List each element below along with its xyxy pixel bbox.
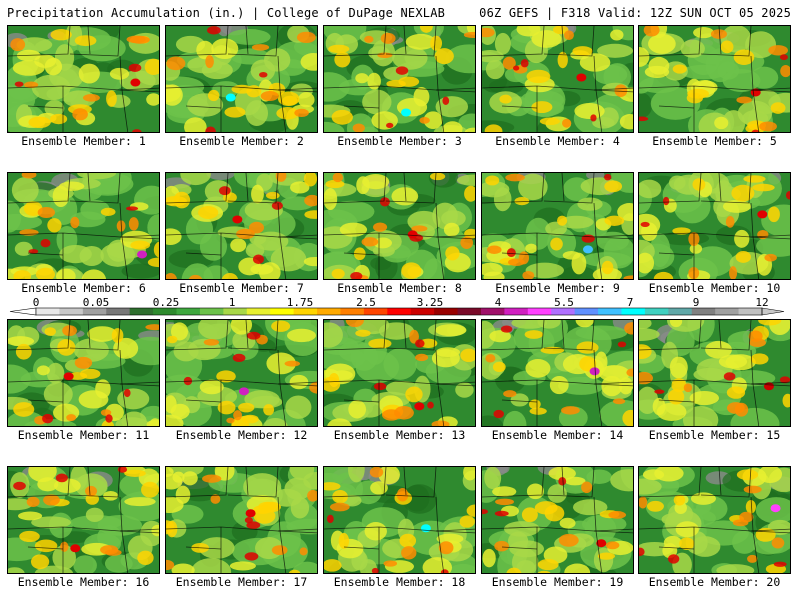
colorbar-swatch (59, 308, 84, 315)
colorbar-tick-label: 0.05 (83, 296, 110, 309)
ensemble-member-map (638, 466, 791, 574)
ensemble-member-label: Ensemble Member: 9 (495, 281, 620, 295)
colorbar-swatch (644, 308, 669, 315)
colorbar-tick-label: 1.75 (287, 296, 314, 309)
colorbar-swatch (668, 308, 693, 315)
colorbar-tick-label: 3.25 (417, 296, 444, 309)
ensemble-member-map (481, 172, 634, 280)
ensemble-member-label: Ensemble Member: 11 (17, 428, 150, 442)
colorbar-tick-label: 7 (627, 296, 634, 309)
colorbar-swatch (527, 308, 552, 315)
ensemble-member-label: Ensemble Member: 1 (21, 134, 146, 148)
ensemble-member-map (323, 25, 476, 133)
ensemble-member-map (165, 172, 318, 280)
colorbar-swatch (574, 308, 599, 315)
ensemble-member-map (7, 319, 160, 427)
ensemble-member-map (481, 466, 634, 574)
colorbar-max-arrow (761, 307, 785, 316)
ensemble-member-map (323, 466, 476, 574)
ensemble-member-map (165, 319, 318, 427)
ensemble-member-map (323, 172, 476, 280)
ensemble-member-label: Ensemble Member: 14 (491, 428, 624, 442)
colorbar-swatch (410, 308, 435, 315)
ensemble-member-map (638, 319, 791, 427)
ensemble-member-label: Ensemble Member: 20 (648, 575, 781, 589)
colorbar-swatch (82, 308, 107, 315)
ensemble-member-map (7, 172, 160, 280)
colorbar-swatch (387, 308, 412, 315)
colorbar-swatch (551, 308, 576, 315)
colorbar-swatch (176, 308, 201, 315)
colorbar-swatch (106, 308, 131, 315)
colorbar-swatch (223, 308, 248, 315)
ensemble-member-label: Ensemble Member: 17 (175, 575, 308, 589)
ensemble-member-map (165, 25, 318, 133)
ensemble-member-map (481, 319, 634, 427)
colorbar-swatch (738, 308, 763, 315)
ensemble-member-map (323, 319, 476, 427)
colorbar-swatch (691, 308, 716, 315)
ensemble-member-map (638, 25, 791, 133)
ensemble-member-map (7, 25, 160, 133)
colorbar-swatch (129, 308, 154, 315)
colorbar-swatch (340, 308, 365, 315)
ensemble-member-label: Ensemble Member: 13 (333, 428, 466, 442)
ensemble-member-label: Ensemble Member: 12 (175, 428, 308, 442)
ensemble-member-map (638, 172, 791, 280)
colorbar-tick-label: 12 (755, 296, 768, 309)
colorbar-swatch (36, 308, 60, 315)
ensemble-member-label: Ensemble Member: 15 (648, 428, 781, 442)
ensemble-member-label: Ensemble Member: 16 (17, 575, 150, 589)
colorbar-tick-label: 0.25 (153, 296, 180, 309)
colorbar-swatch (153, 308, 178, 315)
colorbar-min-arrow (9, 307, 37, 316)
colorbar-tick-label: 5.5 (554, 296, 574, 309)
colorbar-outline (35, 307, 763, 316)
ensemble-member-map (481, 25, 634, 133)
ensemble-member-label: Ensemble Member: 18 (333, 575, 466, 589)
colorbar-swatch (270, 308, 295, 315)
colorbar-swatch (317, 308, 341, 315)
colorbar-swatch (293, 308, 318, 315)
colorbar-tick-label: 4 (495, 296, 502, 309)
colorbar-swatch (246, 308, 271, 315)
colorbar-swatch (434, 308, 459, 315)
ensemble-member-map (165, 466, 318, 574)
colorbar-tick-label: 9 (693, 296, 700, 309)
ensemble-member-label: Ensemble Member: 7 (179, 281, 304, 295)
ensemble-member-label: Ensemble Member: 19 (491, 575, 624, 589)
colorbar-tick-label: 0 (33, 296, 40, 309)
colorbar: 0 0.05 0.25 1 1.75 2.5 3.25 4 5.5 7 9 12 (9, 296, 785, 316)
ensemble-member-label: Ensemble Member: 5 (652, 134, 777, 148)
colorbar-tick-label: 1 (229, 296, 236, 309)
ensemble-member-label: Ensemble Member: 6 (21, 281, 146, 295)
chart-title: Precipitation Accumulation (in.) | Colle… (7, 6, 446, 20)
model-run-info: 06Z GEFS | F318 Valid: 12Z SUN OCT 05 20… (479, 6, 791, 20)
ensemble-member-label: Ensemble Member: 3 (337, 134, 462, 148)
colorbar-swatch (715, 308, 740, 315)
colorbar-swatch (598, 308, 622, 315)
colorbar-tick-label: 2.5 (356, 296, 376, 309)
colorbar-swatch (199, 308, 224, 315)
ensemble-member-label: Ensemble Member: 10 (648, 281, 781, 295)
ensemble-member-label: Ensemble Member: 2 (179, 134, 304, 148)
ensemble-member-label: Ensemble Member: 8 (337, 281, 462, 295)
colorbar-swatch (504, 308, 529, 315)
colorbar-swatch (363, 308, 388, 315)
ensemble-member-map (7, 466, 160, 574)
colorbar-swatch (457, 308, 482, 315)
colorbar-swatch (480, 308, 505, 315)
colorbar-swatch (621, 308, 646, 315)
ensemble-member-label: Ensemble Member: 4 (495, 134, 620, 148)
